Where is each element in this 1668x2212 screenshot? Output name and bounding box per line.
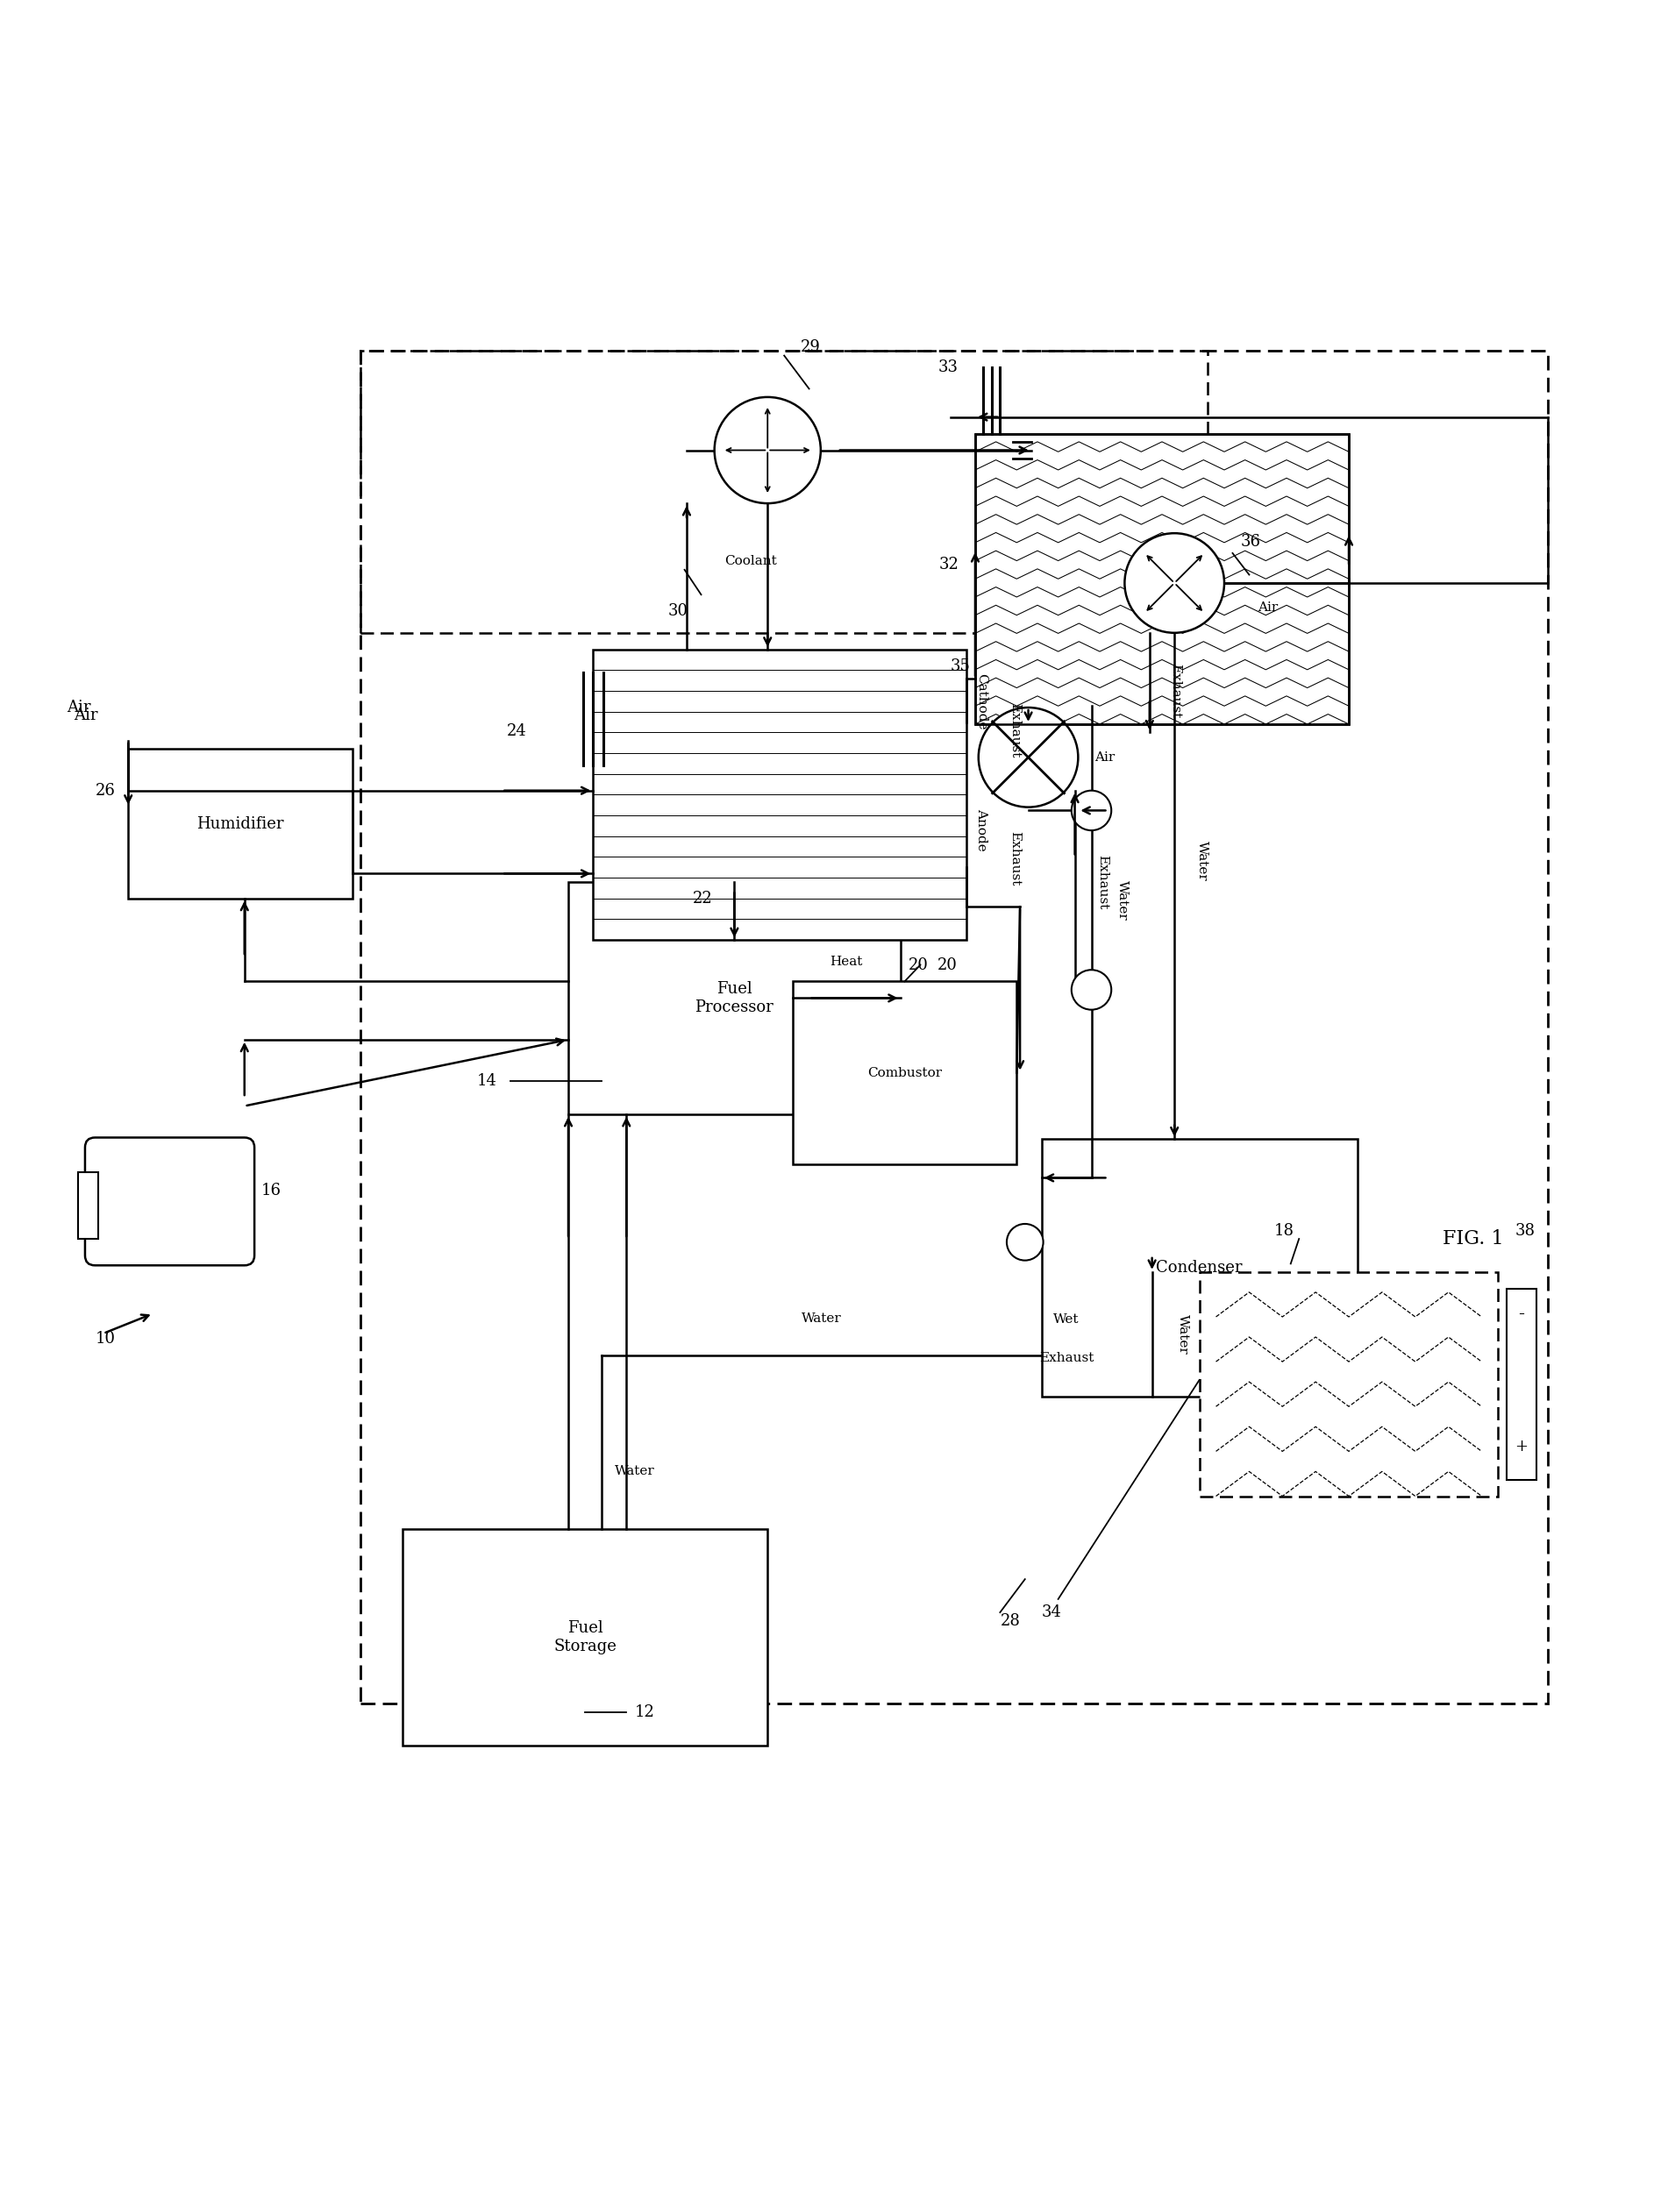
Bar bbox=[1199, 1272, 1498, 1495]
Text: 24: 24 bbox=[507, 723, 527, 739]
Text: Cathode: Cathode bbox=[976, 672, 987, 730]
Text: 18: 18 bbox=[1274, 1223, 1294, 1239]
Text: 36: 36 bbox=[1241, 533, 1261, 549]
Bar bbox=[78, 1172, 98, 1239]
Bar bbox=[976, 434, 1349, 723]
Text: 29: 29 bbox=[801, 338, 821, 356]
Text: Air: Air bbox=[1094, 752, 1116, 763]
Text: Water: Water bbox=[1178, 1314, 1189, 1354]
Text: -: - bbox=[1518, 1305, 1525, 1323]
FancyBboxPatch shape bbox=[85, 1137, 255, 1265]
Text: 20: 20 bbox=[937, 958, 957, 973]
Text: Exhaust: Exhaust bbox=[1169, 664, 1181, 719]
Text: 10: 10 bbox=[95, 1332, 115, 1347]
Text: 12: 12 bbox=[636, 1703, 656, 1721]
Circle shape bbox=[979, 708, 1078, 807]
Circle shape bbox=[1071, 969, 1111, 1009]
Text: 34: 34 bbox=[1041, 1604, 1061, 1619]
Text: 35: 35 bbox=[951, 659, 971, 675]
Text: Water: Water bbox=[1196, 841, 1208, 880]
Text: Air: Air bbox=[73, 708, 97, 723]
Text: Exhaust: Exhaust bbox=[1009, 703, 1021, 759]
Text: +: + bbox=[1515, 1438, 1528, 1453]
Bar bbox=[1041, 1139, 1358, 1396]
Text: Exhaust: Exhaust bbox=[1009, 832, 1021, 887]
Text: 16: 16 bbox=[262, 1183, 282, 1199]
Bar bbox=[1506, 1290, 1536, 1480]
Text: 20: 20 bbox=[909, 958, 929, 973]
Circle shape bbox=[1124, 533, 1224, 633]
Text: Air: Air bbox=[67, 699, 90, 714]
Bar bbox=[360, 349, 1208, 633]
Text: 30: 30 bbox=[667, 604, 689, 619]
Bar bbox=[360, 349, 1548, 1703]
Circle shape bbox=[1071, 790, 1111, 830]
Text: Condenser: Condenser bbox=[1156, 1261, 1243, 1276]
Text: 14: 14 bbox=[477, 1073, 497, 1088]
Circle shape bbox=[1007, 1223, 1042, 1261]
Bar bbox=[594, 650, 967, 940]
Text: Wet: Wet bbox=[1054, 1314, 1079, 1325]
Text: Water: Water bbox=[614, 1464, 656, 1478]
Text: Coolant: Coolant bbox=[726, 555, 777, 568]
Bar bbox=[402, 1528, 767, 1745]
Text: Air: Air bbox=[1258, 602, 1278, 615]
Bar bbox=[976, 434, 1349, 723]
Text: FIG. 1: FIG. 1 bbox=[1443, 1230, 1505, 1248]
Text: Combustor: Combustor bbox=[867, 1066, 942, 1079]
Text: Humidifier: Humidifier bbox=[197, 816, 284, 832]
Bar bbox=[128, 750, 352, 898]
Text: 38: 38 bbox=[1515, 1223, 1535, 1239]
Text: Exhaust: Exhaust bbox=[1096, 854, 1109, 909]
Text: Heat: Heat bbox=[831, 956, 862, 967]
Text: Fuel
Processor: Fuel Processor bbox=[696, 982, 774, 1015]
Text: 32: 32 bbox=[939, 557, 959, 573]
Text: Exhaust: Exhaust bbox=[1039, 1352, 1094, 1365]
Bar bbox=[792, 982, 1017, 1164]
Text: 22: 22 bbox=[692, 891, 712, 907]
Circle shape bbox=[714, 398, 821, 504]
Text: 26: 26 bbox=[95, 783, 115, 799]
Text: Fuel
Storage: Fuel Storage bbox=[554, 1619, 617, 1655]
Bar bbox=[569, 883, 901, 1115]
Text: 28: 28 bbox=[1001, 1613, 1021, 1628]
Text: Water: Water bbox=[1116, 880, 1129, 920]
Text: Water: Water bbox=[802, 1312, 842, 1325]
Text: 33: 33 bbox=[939, 358, 959, 376]
Text: Anode: Anode bbox=[976, 807, 987, 852]
